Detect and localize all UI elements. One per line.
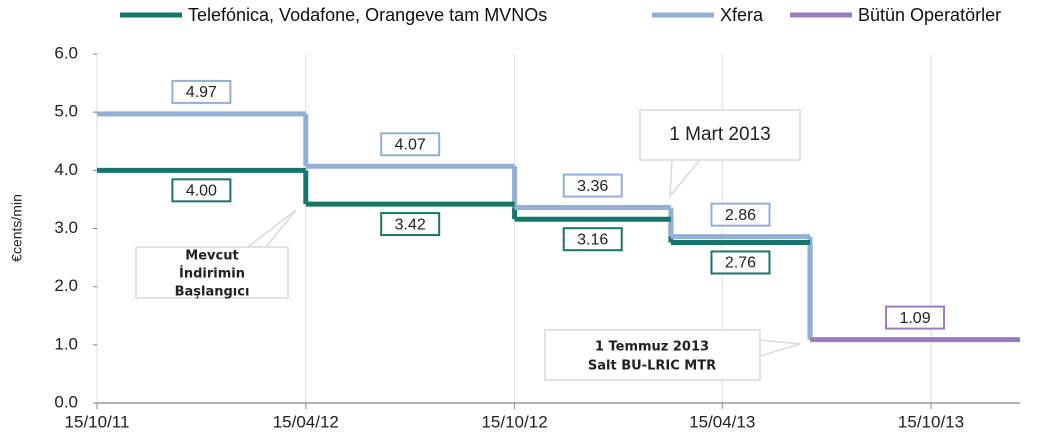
label-box: [171, 178, 232, 203]
y-axis-label: €cents/min: [9, 194, 25, 262]
legend-label: Xfera: [720, 5, 764, 25]
x-tick-label: 15/10/11: [65, 412, 130, 431]
y-tick-label: 6.0: [54, 43, 78, 62]
callout-box: [544, 329, 801, 381]
label-box: [562, 227, 623, 252]
data-label: 3.36: [577, 178, 608, 195]
callout-text: 1 Mart 2013: [669, 124, 770, 145]
y-tick-label: 0.0: [54, 392, 78, 411]
data-label: 4.97: [186, 84, 217, 101]
label-box: [710, 250, 771, 275]
data-label: 3.42: [395, 216, 426, 233]
callout-text: 1 Temmuz 2013: [595, 340, 709, 355]
y-tick-label: 3.0: [54, 218, 78, 237]
x-tick-label: 15/04/13: [689, 412, 755, 431]
x-tick-label: 15/10/12: [481, 412, 547, 431]
data-label: 4.07: [395, 136, 426, 153]
y-tick-label: 2.0: [54, 276, 78, 295]
label-box: [380, 212, 441, 237]
data-label: 2.76: [725, 255, 756, 272]
x-tick-label: 15/04/12: [273, 412, 339, 431]
x-tick-label: 15/10/13: [898, 412, 964, 431]
y-tick-label: 5.0: [54, 102, 78, 121]
label-box: [885, 305, 946, 330]
label-box: [710, 202, 771, 227]
data-label: 3.16: [577, 231, 608, 248]
legend-label: Telefónica, Vodafone, Orangeve tam MVNOs: [188, 5, 547, 25]
callout-text: Başlangıcı: [175, 285, 250, 300]
y-tick-label: 1.0: [54, 334, 78, 353]
callout-box: [135, 209, 297, 299]
label-box: [380, 132, 441, 157]
callout-text: Mevcut: [185, 249, 238, 264]
legend-label: Bütün Operatörler: [858, 5, 1001, 25]
callout-text: Salt BU-LRIC MTR: [588, 359, 716, 374]
callout-text: İndirimin: [179, 266, 245, 282]
data-label: 4.00: [186, 183, 217, 200]
data-label: 1.09: [899, 310, 930, 327]
label-box: [562, 173, 623, 198]
callout-box: [639, 109, 801, 199]
label-box: [171, 79, 232, 104]
data-label: 2.86: [725, 207, 756, 224]
y-tick-label: 4.0: [54, 160, 78, 179]
